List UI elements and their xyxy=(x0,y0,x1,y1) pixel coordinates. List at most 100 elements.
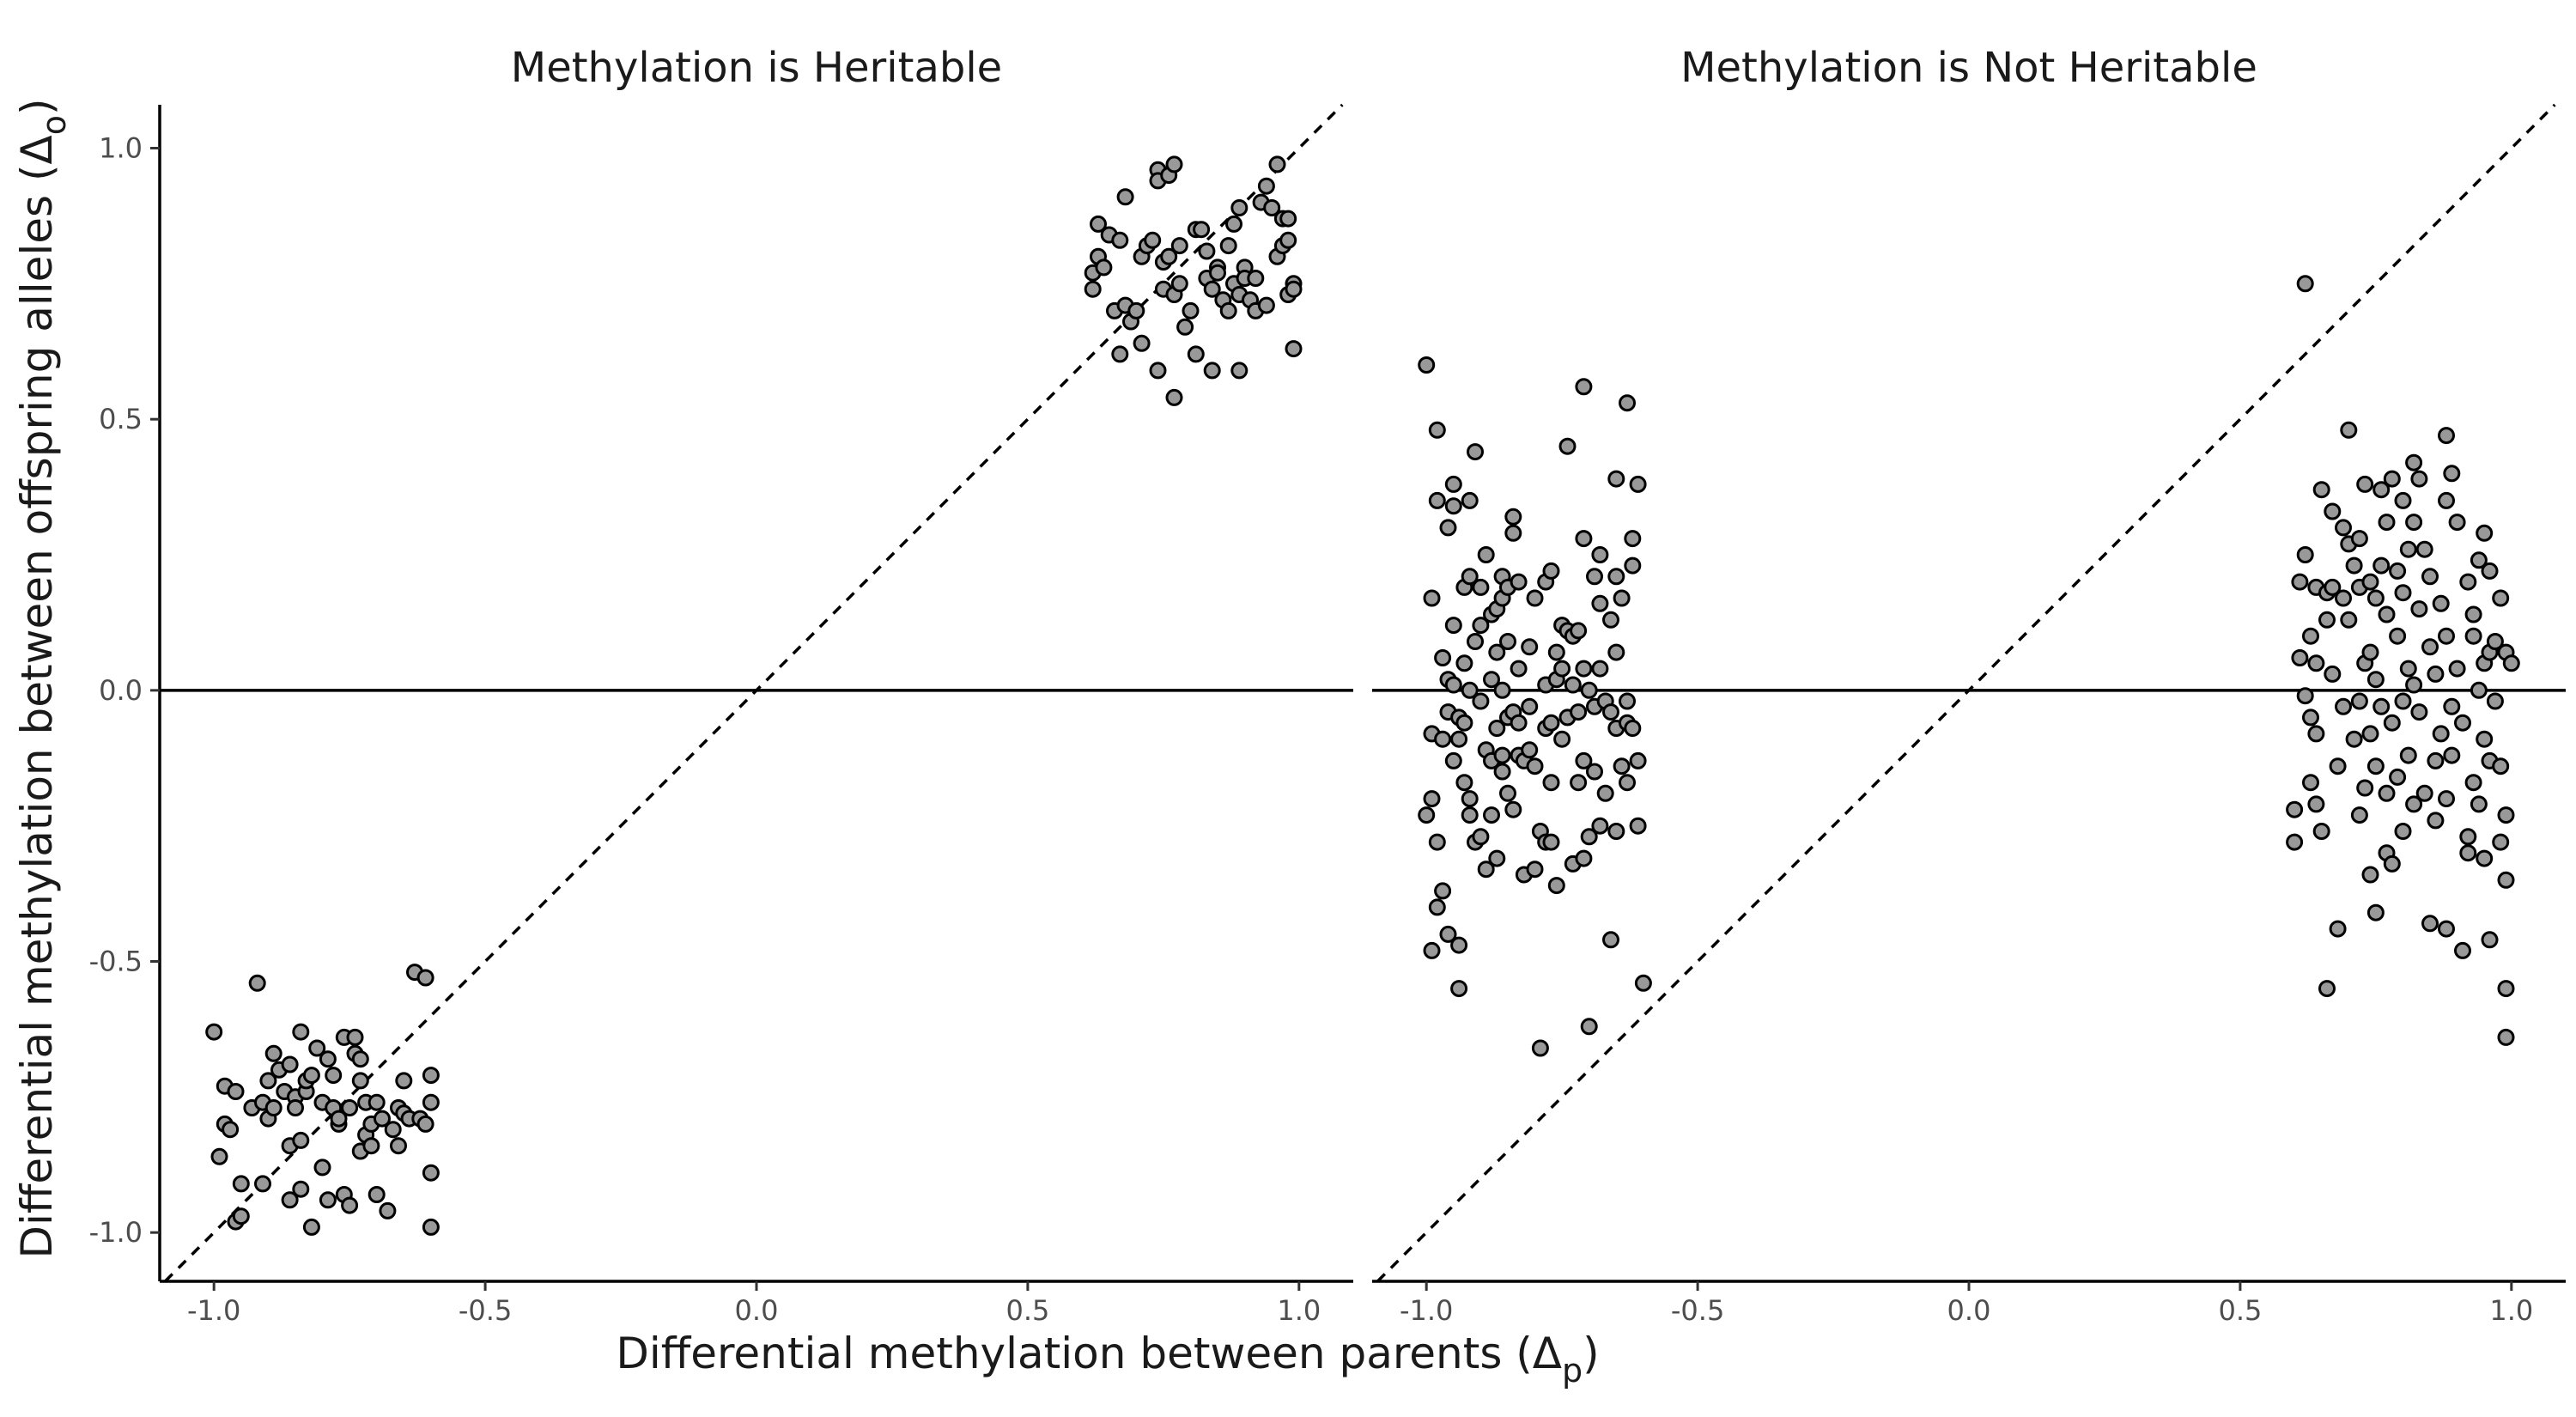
data-point xyxy=(2497,1028,2515,1046)
data-point xyxy=(2378,605,2396,623)
data-point xyxy=(1504,524,1522,542)
data-point xyxy=(2350,806,2368,824)
data-point xyxy=(1149,362,1167,380)
data-point xyxy=(259,1072,277,1090)
data-point xyxy=(2324,665,2342,683)
data-point xyxy=(1607,470,1625,488)
data-point xyxy=(1547,877,1565,895)
data-point xyxy=(368,1186,386,1203)
data-point xyxy=(1176,318,1194,336)
data-point xyxy=(2476,524,2494,542)
data-point xyxy=(2476,849,2494,867)
data-point xyxy=(1198,242,1216,260)
data-point xyxy=(2356,475,2374,493)
data-point xyxy=(1575,660,1593,678)
data-point xyxy=(1423,589,1441,607)
data-point xyxy=(2394,823,2412,840)
data-point xyxy=(2454,941,2471,959)
data-point xyxy=(2405,676,2423,694)
data-point xyxy=(2492,757,2510,775)
data-point xyxy=(1547,643,1565,661)
x-tick-label: -1.0 xyxy=(187,1294,240,1327)
data-point xyxy=(1477,546,1495,563)
data-point xyxy=(1467,633,1484,650)
data-point xyxy=(313,1159,331,1177)
data-point xyxy=(1428,833,1446,851)
data-point xyxy=(1444,475,1462,493)
x-tick-label: -1.0 xyxy=(1400,1294,1453,1327)
data-point xyxy=(2394,584,2412,602)
data-point xyxy=(1526,861,1544,879)
data-point xyxy=(302,1218,320,1236)
data-point xyxy=(1455,654,1473,672)
data-point xyxy=(1483,671,1500,689)
data-point xyxy=(1575,378,1593,396)
data-point xyxy=(2372,697,2391,715)
data-point xyxy=(2405,453,2423,471)
data-point xyxy=(1607,643,1625,661)
data-point xyxy=(1586,568,1603,586)
data-point xyxy=(2345,556,2363,575)
data-point xyxy=(1090,215,1107,233)
data-point xyxy=(1542,833,1560,851)
data-point xyxy=(1521,697,1539,715)
data-point xyxy=(362,1137,380,1155)
data-point xyxy=(1553,660,1571,678)
data-point xyxy=(1634,974,1652,992)
data-point xyxy=(281,1055,299,1073)
data-point xyxy=(287,1099,304,1116)
data-point xyxy=(1144,231,1162,249)
y-tick-label: 1.0 xyxy=(99,132,143,165)
data-point xyxy=(2464,774,2482,792)
data-point xyxy=(2389,768,2407,786)
data-point xyxy=(2443,746,2461,764)
data-point xyxy=(1499,784,1516,802)
data-point xyxy=(1461,790,1479,808)
data-point xyxy=(1493,763,1511,781)
data-point xyxy=(1619,692,1636,710)
data-point xyxy=(2448,514,2466,532)
y-tick-label: -1.0 xyxy=(89,1216,143,1249)
data-point xyxy=(2394,692,2412,710)
data-point xyxy=(325,1067,343,1085)
data-point xyxy=(1570,622,1588,640)
data-point xyxy=(205,1023,223,1041)
data-point xyxy=(2470,681,2488,699)
data-point xyxy=(2361,573,2379,591)
data-point xyxy=(1116,188,1134,206)
data-point xyxy=(2470,795,2488,813)
data-point xyxy=(2481,562,2499,580)
data-point xyxy=(2383,714,2401,732)
data-point xyxy=(232,1175,250,1193)
data-point xyxy=(2378,514,2396,532)
data-point xyxy=(1542,714,1560,732)
data-point xyxy=(1111,345,1129,363)
data-point xyxy=(1170,237,1188,255)
data-point xyxy=(1558,437,1577,455)
y-axis-title: Differential methylation between offspri… xyxy=(12,99,73,1259)
data-point xyxy=(1461,568,1479,586)
data-point xyxy=(2361,725,2379,743)
data-point xyxy=(2296,687,2314,705)
data-point xyxy=(1526,757,1544,775)
data-point xyxy=(292,1180,310,1198)
data-point xyxy=(1257,296,1275,314)
data-point xyxy=(1510,714,1528,732)
data-point xyxy=(264,1099,283,1116)
data-point xyxy=(1084,280,1102,298)
data-point xyxy=(1209,264,1226,282)
data-point xyxy=(1477,861,1495,879)
data-point xyxy=(1510,660,1528,678)
data-point xyxy=(319,1050,337,1068)
data-point xyxy=(351,1050,369,1068)
data-point xyxy=(1247,270,1265,287)
data-point xyxy=(2438,427,2455,445)
data-point xyxy=(2492,833,2510,851)
data-point xyxy=(1504,800,1522,818)
data-point xyxy=(1542,774,1560,792)
data-point xyxy=(1160,247,1178,265)
data-point xyxy=(2350,530,2368,548)
data-point xyxy=(2302,627,2319,645)
data-point xyxy=(1624,720,1642,737)
x-tick-label: 1.0 xyxy=(2489,1294,2533,1327)
